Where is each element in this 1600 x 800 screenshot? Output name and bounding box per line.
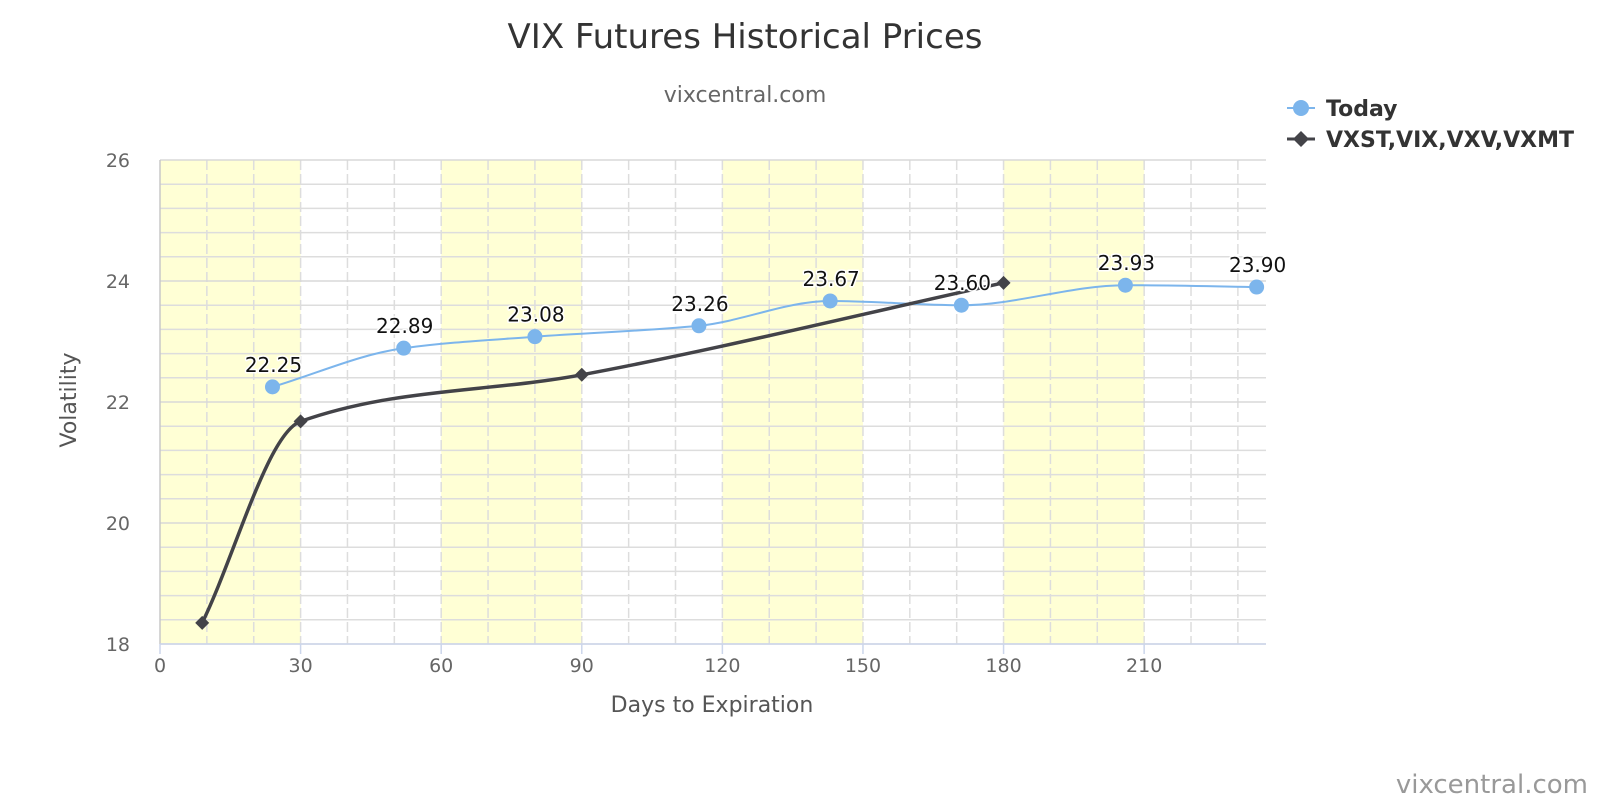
- point-today: [396, 340, 412, 356]
- y-tick-label: 24: [106, 271, 130, 293]
- chart-title: VIX Futures Historical Prices: [508, 17, 983, 57]
- point-today: [953, 297, 969, 313]
- point-term: [996, 275, 1011, 290]
- x-tick-label: 180: [985, 655, 1021, 677]
- data-label: 22.89: [376, 314, 433, 338]
- series-line-today: [271, 284, 1258, 388]
- data-labels: 22.25 22.89 23.08 23.26 23.67 23.60 23.93 23.90: [243, 250, 1287, 379]
- data-label: 23.60: [934, 271, 991, 295]
- y-axis-title: Volatility: [57, 352, 82, 447]
- x-tick-label: 120: [704, 655, 740, 677]
- y-axis-ticks: 18 20 22 24 26: [106, 150, 130, 656]
- data-label: 23.26: [671, 292, 728, 316]
- data-label: 23.67: [803, 267, 860, 291]
- legend: Today VXST,VIX,VXV,VXMT: [1287, 97, 1574, 153]
- data-label: 23.90: [1229, 253, 1286, 277]
- chart-subtitle: vixcentral.com: [664, 83, 827, 108]
- point-today: [822, 293, 838, 309]
- y-tick-label: 20: [106, 513, 130, 535]
- credit-link[interactable]: vixcentral.com: [1396, 770, 1588, 800]
- x-tick-label: 0: [154, 655, 166, 677]
- x-axis-ticks: 0 30 60 90 120 150 180 210: [154, 644, 1162, 677]
- x-tick-label: 150: [845, 655, 881, 677]
- x-tick-label: 60: [429, 655, 453, 677]
- y-tick-label: 22: [106, 392, 130, 414]
- point-term: [574, 367, 589, 382]
- legend-label-term: VXST,VIX,VXV,VXMT: [1326, 128, 1574, 153]
- data-label: 22.25: [245, 353, 302, 377]
- point-today: [264, 379, 280, 395]
- axes: [159, 160, 1266, 645]
- x-tick-label: 90: [570, 655, 594, 677]
- legend-diamond-icon: [1293, 131, 1309, 147]
- x-tick-label: 30: [288, 655, 312, 677]
- point-today: [1117, 277, 1133, 293]
- point-today: [527, 329, 543, 345]
- point-today: [691, 318, 707, 334]
- series-layer: [195, 275, 1265, 630]
- legend-label-today: Today: [1326, 97, 1397, 122]
- y-tick-label: 26: [106, 150, 130, 172]
- x-tick-label: 210: [1126, 655, 1162, 677]
- y-tick-label: 18: [106, 634, 130, 656]
- point-term: [293, 414, 308, 429]
- data-label: 23.93: [1098, 251, 1155, 275]
- legend-item-vxst-vix-vxv-vxmt[interactable]: VXST,VIX,VXV,VXMT: [1287, 128, 1574, 153]
- x-axis-title: Days to Expiration: [611, 693, 814, 718]
- series-line-term: [200, 281, 1006, 625]
- legend-circle-icon: [1293, 100, 1309, 116]
- point-term: [195, 615, 210, 630]
- point-today: [1249, 279, 1265, 295]
- legend-item-today[interactable]: Today: [1287, 97, 1397, 122]
- data-label: 23.08: [507, 303, 564, 327]
